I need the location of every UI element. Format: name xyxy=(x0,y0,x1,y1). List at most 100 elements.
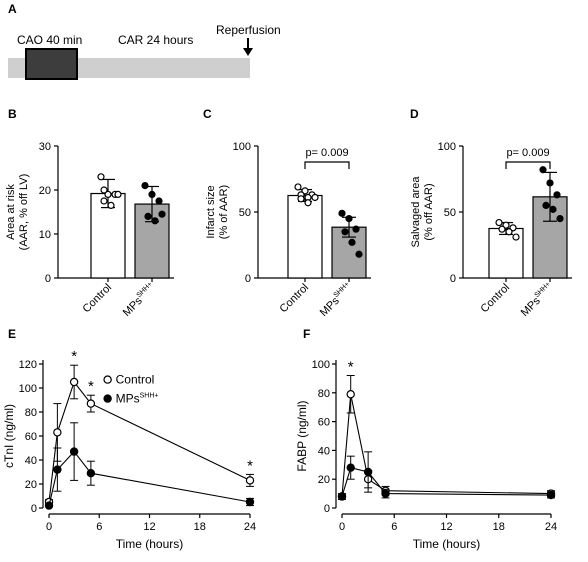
y-axis-label: cTnI (ng/ml) xyxy=(2,404,16,468)
x-axis-label: Time (hours) xyxy=(116,537,184,551)
y-tick-label: 0 xyxy=(245,273,251,285)
significance-bracket xyxy=(505,161,551,169)
data-point xyxy=(346,463,355,472)
data-point xyxy=(107,201,115,209)
data-point xyxy=(297,195,305,203)
x-tick-label: 12 xyxy=(440,521,452,533)
legend-marker xyxy=(103,394,112,403)
bar xyxy=(287,194,323,279)
data-point xyxy=(144,212,152,220)
legend-label: MPsSHH+ xyxy=(116,392,159,406)
series-line xyxy=(48,450,251,506)
data-point xyxy=(86,469,96,478)
data-point xyxy=(148,190,156,198)
car-label: CAR 24 hours xyxy=(118,33,193,47)
x-tick-label: MPsSHH+ xyxy=(120,281,158,319)
data-point xyxy=(44,501,54,510)
y-tick-label: 0 xyxy=(324,503,330,515)
series-open xyxy=(44,364,255,507)
data-point xyxy=(141,182,149,190)
y-tick-label: 50 xyxy=(444,207,456,219)
significance-bracket xyxy=(304,161,350,169)
reperfusion-arrow-icon xyxy=(243,48,253,56)
data-point xyxy=(114,190,122,198)
p-value-annotation: p= 0.009 xyxy=(506,147,549,159)
y-axis-label: Salvaged area xyxy=(410,176,422,248)
x-tick-label: 24 xyxy=(545,521,557,533)
y-tick-label: 80 xyxy=(25,407,37,419)
significance-star: * xyxy=(348,359,354,376)
data-point xyxy=(53,465,62,474)
data-point xyxy=(100,186,108,194)
y-tick-label: 100 xyxy=(19,383,37,395)
data-point xyxy=(498,225,506,233)
bar-chart-b: B 0 10 20 30 Area at risk (AAR, % off LV) Contr… xyxy=(5,107,174,319)
data-point xyxy=(512,233,520,241)
x-tick-label: Control xyxy=(81,282,115,316)
x-tick-label: MPsSHH+ xyxy=(317,281,355,319)
y-tick-label: 20 xyxy=(25,479,37,491)
y-tick-label: 0 xyxy=(31,503,37,515)
data-point xyxy=(553,191,561,199)
x-tick-label: 6 xyxy=(391,521,397,533)
series-filled xyxy=(44,422,255,510)
panel-label-a: A xyxy=(8,2,17,16)
significance-star: * xyxy=(88,378,94,395)
data-point xyxy=(352,225,360,233)
panel-label-c: C xyxy=(203,107,212,121)
data-point xyxy=(104,190,112,198)
panel-label-d: D xyxy=(410,107,419,121)
y-tick-label: 120 xyxy=(19,359,37,371)
x-tick-label: 18 xyxy=(493,521,505,533)
data-point xyxy=(355,250,363,258)
significance-star: * xyxy=(71,348,77,365)
data-point xyxy=(505,228,513,236)
y-axis-label: FABP (ng/ml) xyxy=(295,400,309,471)
data-point xyxy=(304,199,312,207)
data-point xyxy=(539,166,547,174)
data-point xyxy=(346,390,355,399)
y-tick-label: 100 xyxy=(438,141,456,153)
data-point xyxy=(345,215,353,223)
x-tick-label: 12 xyxy=(143,521,155,533)
x-tick-label: 0 xyxy=(46,521,52,533)
y-tick-label: 40 xyxy=(318,445,330,457)
data-point xyxy=(158,210,166,218)
y-axis-label-units: (% of AAR) xyxy=(218,185,230,239)
series-line xyxy=(341,394,552,497)
data-point xyxy=(155,197,163,205)
y-tick-label: 50 xyxy=(239,207,251,219)
data-point xyxy=(311,193,319,202)
legend-marker xyxy=(103,375,112,384)
data-point xyxy=(542,201,550,209)
data-point xyxy=(151,217,159,225)
p-value-annotation: p= 0.009 xyxy=(305,147,348,159)
data-point xyxy=(549,205,557,213)
y-tick-label: 100 xyxy=(312,359,330,371)
data-point xyxy=(69,447,79,456)
data-point xyxy=(495,218,503,227)
data-point xyxy=(53,428,62,437)
legend-label: Control xyxy=(116,373,155,387)
series-filled xyxy=(337,451,556,501)
data-point xyxy=(381,489,390,498)
data-point xyxy=(245,497,255,507)
y-tick-label: 60 xyxy=(25,431,37,443)
data-point xyxy=(338,209,346,217)
y-tick-label: 0 xyxy=(450,273,456,285)
data-point xyxy=(348,238,356,246)
data-point xyxy=(69,377,79,387)
x-tick-label: MPsSHH+ xyxy=(518,281,556,319)
y-axis-label-units: (% off AAR) xyxy=(423,183,435,240)
cao-block xyxy=(25,48,78,80)
data-point xyxy=(341,228,349,236)
y-axis-label: Infarct size xyxy=(205,185,217,238)
y-tick-label: 80 xyxy=(318,388,330,400)
data-point xyxy=(86,399,96,408)
y-tick-label: 10 xyxy=(39,229,51,241)
y-tick-label: 20 xyxy=(318,474,330,486)
panel-label-e: E xyxy=(8,327,16,341)
data-point xyxy=(294,183,302,191)
data-point xyxy=(363,467,373,477)
timeline-panel: A CAO 40 min CAR 24 hours Reperfusion xyxy=(8,2,281,80)
